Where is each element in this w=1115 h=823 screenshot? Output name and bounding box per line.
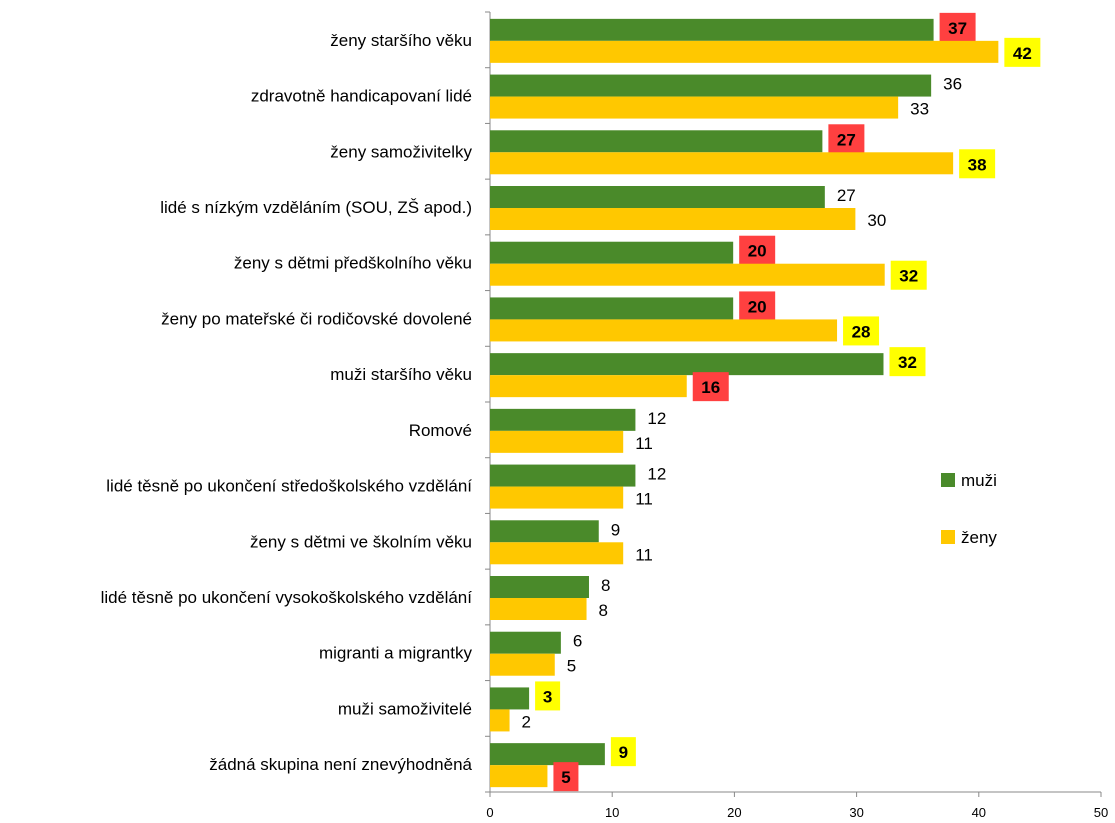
legend-swatch-muzi (941, 473, 955, 487)
value-label: 36 (943, 75, 962, 94)
value-label: 12 (647, 465, 666, 484)
value-label: 37 (948, 19, 967, 38)
bar-muzi (490, 74, 932, 97)
value-label: 27 (837, 186, 856, 205)
bar-zeny (490, 486, 624, 509)
value-label: 33 (910, 100, 929, 119)
value-label-highlight (739, 291, 776, 321)
bar-zeny (490, 653, 555, 676)
bar-zeny (490, 96, 899, 119)
category-label: lidé těsně po ukončení středoškolského v… (106, 477, 472, 496)
value-label: 20 (748, 242, 767, 261)
value-label: 5 (567, 657, 576, 676)
legend-swatch-zeny (941, 530, 955, 544)
value-label: 16 (701, 378, 720, 397)
value-label: 11 (635, 545, 653, 564)
category-label: migranti a migrantky (319, 644, 473, 663)
bar-zeny (490, 709, 510, 732)
bar-zeny (490, 598, 587, 620)
x-tick-label: 10 (605, 805, 619, 820)
value-label-highlight (1004, 37, 1041, 67)
value-label: 12 (647, 409, 666, 428)
x-tick-label: 40 (972, 805, 986, 820)
value-label-highlight (739, 235, 776, 265)
value-label-highlight (828, 124, 865, 154)
bar-muzi (490, 408, 636, 431)
legend-label: ženy (961, 528, 997, 547)
value-label-highlight (959, 149, 996, 179)
category-label: Romové (409, 421, 472, 440)
category-label: ženy samoživitelky (330, 142, 472, 161)
category-label: ženy s dětmi ve školním věku (250, 532, 472, 551)
category-label: zdravotně handicapovaní lidé (251, 87, 472, 106)
bar-muzi (490, 130, 823, 153)
value-label: 5 (561, 768, 570, 787)
bar-muzi (490, 687, 530, 710)
value-label: 38 (968, 155, 987, 174)
value-label: 11 (635, 490, 653, 509)
bar-zeny (490, 208, 856, 230)
value-label-highlight (939, 12, 976, 42)
x-tick-label: 0 (486, 805, 493, 820)
value-label-highlight (843, 316, 880, 346)
bar-muzi (490, 631, 561, 654)
value-label-highlight (692, 372, 729, 402)
x-tick-label: 50 (1094, 805, 1108, 820)
value-label: 20 (748, 297, 767, 316)
value-label: 8 (599, 601, 608, 620)
bar-zeny (490, 542, 624, 565)
category-label: ženy staršího věku (330, 31, 472, 50)
bar-zeny (490, 319, 838, 342)
bar-zeny (490, 375, 687, 398)
value-label: 9 (611, 520, 620, 539)
value-label: 32 (899, 267, 918, 286)
bar-zeny (490, 152, 954, 175)
value-label: 3 (543, 687, 552, 706)
value-label: 8 (601, 576, 610, 595)
category-label: lidé s nízkým vzděláním (SOU, ZŠ apod.) (160, 198, 472, 217)
bar-muzi (490, 18, 934, 41)
value-label: 28 (852, 322, 871, 341)
bar-muzi (490, 576, 589, 598)
value-label: 9 (619, 743, 628, 762)
bar-muzi (490, 743, 605, 766)
category-label: muži samoživitelé (338, 699, 472, 718)
category-label: lidé těsně po ukončení vysokoškolského v… (101, 588, 473, 607)
category-label: muži staršího věku (330, 365, 472, 384)
bar-zeny (490, 430, 624, 453)
value-label: 27 (837, 130, 856, 149)
value-label-highlight (610, 737, 636, 767)
category-label: žádná skupina není znevýhodněná (209, 755, 472, 774)
category-label: ženy po mateřské či rodičovské dovolené (161, 309, 472, 328)
value-label: 30 (867, 211, 886, 230)
bar-muzi (490, 353, 884, 376)
value-label-highlight (535, 681, 561, 711)
bar-muzi (490, 297, 734, 320)
bar-zeny (490, 40, 999, 63)
value-label: 11 (635, 434, 653, 453)
bar-zeny (490, 263, 885, 286)
value-label-highlight (553, 762, 579, 792)
bar-muzi (490, 186, 825, 208)
x-tick-label: 20 (727, 805, 741, 820)
value-label: 42 (1013, 44, 1032, 63)
value-label-highlight (889, 347, 926, 377)
bar-zeny (490, 765, 548, 788)
category-label: ženy s dětmi předškolního věku (234, 254, 472, 273)
value-label-highlight (890, 260, 927, 290)
legend-label: muži (961, 471, 997, 490)
value-label: 32 (898, 353, 917, 372)
value-label: 6 (573, 632, 582, 651)
x-tick-label: 30 (849, 805, 863, 820)
bar-muzi (490, 241, 734, 264)
value-label: 2 (522, 712, 531, 731)
bar-muzi (490, 520, 599, 543)
bar-muzi (490, 464, 636, 487)
